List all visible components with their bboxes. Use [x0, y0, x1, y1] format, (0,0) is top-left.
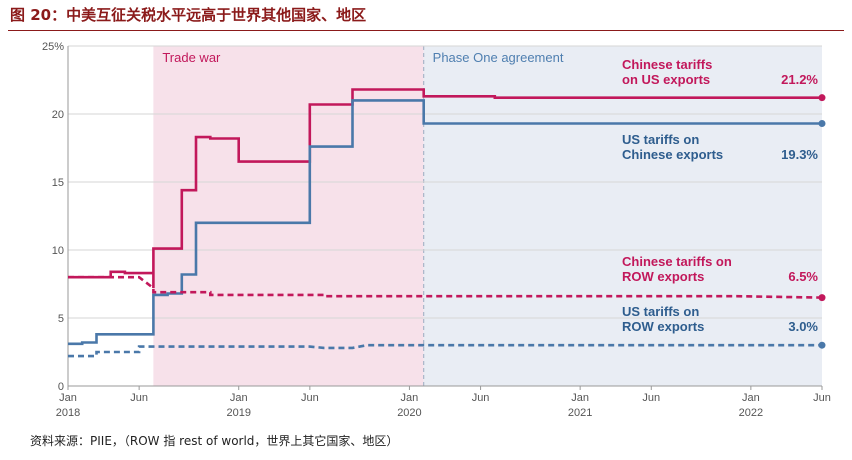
series-label-line: ROW exports [622, 319, 704, 334]
series-end-value: 3.0% [788, 319, 818, 334]
series-end-value: 6.5% [788, 269, 818, 284]
gridlines [68, 45, 822, 387]
series-line-3 [68, 343, 822, 358]
region-band-1 [423, 46, 822, 386]
y-tick-label: 20 [52, 109, 64, 121]
x-year-label: 2019 [226, 407, 250, 419]
series-line-0 [68, 88, 822, 289]
tariff-chart: Trade war Phase One agreement 0 5 10 15 20 25%… [42, 41, 831, 419]
x-tick-label: Jan [401, 392, 419, 404]
x-tick-label: Jan [230, 392, 248, 404]
y-tick-label: 0 [58, 381, 64, 393]
series-label-line: Chinese tariffs on [622, 254, 732, 269]
series-end-value: 21.2% [781, 72, 818, 87]
x-tick-label: Jan [59, 392, 77, 404]
y-tick-label: 5 [58, 313, 64, 325]
series-line-2 [68, 275, 823, 299]
series-end-dot-3 [818, 341, 826, 349]
x-tick-label: Jan [742, 392, 760, 404]
series-end-dot-1 [818, 120, 826, 128]
region-label-0: Trade war [162, 50, 221, 65]
x-year-label: 2021 [568, 407, 592, 419]
x-year-label: 2022 [739, 407, 763, 419]
x-year-label: 2020 [397, 407, 421, 419]
region-label-1: Phase One agreement [433, 50, 564, 65]
series-end-value: 19.3% [781, 147, 818, 162]
series-end-dot-2 [818, 294, 826, 302]
y-tick-label: 10 [52, 245, 64, 257]
series-line-1 [68, 99, 822, 346]
series-label-line: Chinese tariffs [622, 57, 712, 72]
y-tick-label: 25% [42, 41, 64, 53]
x-tick-label: Jun [472, 392, 490, 404]
y-tick-label: 15 [52, 177, 64, 189]
series-label-line: US tariffs on [622, 132, 699, 147]
series-layer [68, 88, 826, 358]
x-tick-label: Jan [571, 392, 589, 404]
title-rule [8, 30, 844, 31]
x-year-label: 2018 [56, 407, 80, 419]
figure-title: 图 20：中美互征关税水平远高于世界其他国家、地区 [10, 6, 367, 24]
x-tick-label: Jun [301, 392, 319, 404]
x-tick-label: Jun [813, 392, 831, 404]
axes-layer: 0 5 10 15 20 25% Jan Jun Jan Jun Jan Jun Jan Jun Jan Ju… [42, 41, 831, 419]
series-label-line: Chinese exports [622, 147, 723, 162]
series-label-line: on US exports [622, 72, 710, 87]
source-note: 资料来源：PIIE，（ROW 指 rest of world，世界上其它国家、地… [30, 434, 399, 448]
region-band-0 [153, 46, 424, 386]
series-label-line: ROW exports [622, 269, 704, 284]
regions-layer: Trade war Phase One agreement [153, 46, 822, 386]
series-end-dot-0 [818, 94, 826, 102]
x-tick-label: Jun [642, 392, 660, 404]
x-tick-label: Jun [130, 392, 148, 404]
series-label-line: US tariffs on [622, 304, 699, 319]
